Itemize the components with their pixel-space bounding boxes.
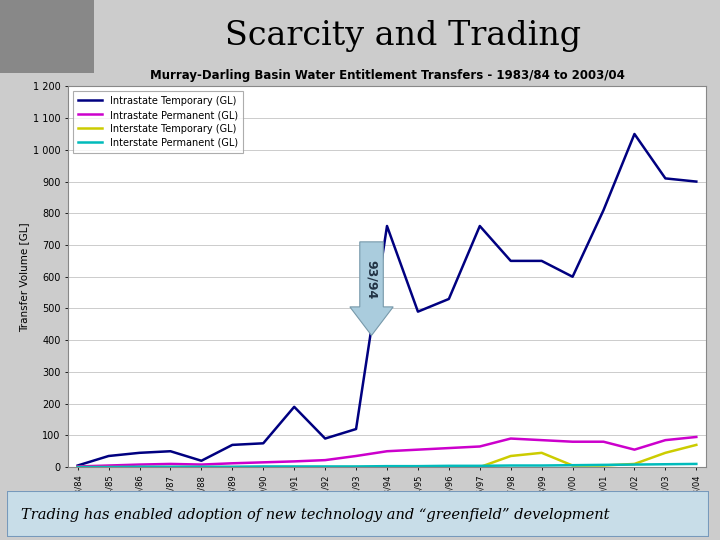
Interstate Permanent (GL) bbox=[661, 461, 670, 468]
Intrastate Temporary (GL) bbox=[197, 457, 206, 464]
Intrastate Temporary (GL) bbox=[630, 131, 639, 137]
Intrastate Temporary (GL) bbox=[73, 462, 82, 469]
Legend: Intrastate Temporary (GL), Intrastate Permanent (GL), Interstate Temporary (GL),: Intrastate Temporary (GL), Intrastate Pe… bbox=[73, 91, 243, 153]
Interstate Temporary (GL) bbox=[692, 442, 701, 448]
Interstate Temporary (GL) bbox=[166, 464, 175, 470]
Intrastate Permanent (GL) bbox=[599, 438, 608, 445]
Interstate Permanent (GL) bbox=[228, 463, 237, 470]
Intrastate Temporary (GL) bbox=[506, 258, 515, 264]
Text: Trading has enabled adoption of new technology and “greenfield” development: Trading has enabled adoption of new tech… bbox=[22, 508, 610, 522]
Interstate Permanent (GL) bbox=[259, 463, 268, 470]
Intrastate Permanent (GL) bbox=[104, 462, 113, 469]
Interstate Permanent (GL) bbox=[104, 464, 113, 470]
Interstate Temporary (GL) bbox=[228, 464, 237, 470]
Interstate Permanent (GL) bbox=[197, 463, 206, 470]
Interstate Temporary (GL) bbox=[73, 464, 82, 470]
Interstate Permanent (GL) bbox=[444, 463, 453, 469]
Interstate Permanent (GL) bbox=[321, 463, 330, 470]
Intrastate Permanent (GL) bbox=[259, 459, 268, 465]
Intrastate Temporary (GL) bbox=[259, 440, 268, 447]
Interstate Permanent (GL) bbox=[166, 463, 175, 470]
Intrastate Permanent (GL) bbox=[444, 445, 453, 451]
Interstate Temporary (GL) bbox=[568, 462, 577, 469]
FancyBboxPatch shape bbox=[7, 491, 709, 537]
Intrastate Temporary (GL) bbox=[228, 442, 237, 448]
Intrastate Temporary (GL) bbox=[599, 207, 608, 213]
Interstate Temporary (GL) bbox=[630, 461, 639, 467]
FancyArrow shape bbox=[350, 242, 393, 335]
Interstate Temporary (GL) bbox=[506, 453, 515, 459]
Intrastate Temporary (GL) bbox=[568, 273, 577, 280]
Y-axis label: Transfer Volume [GL]: Transfer Volume [GL] bbox=[19, 222, 29, 332]
Interstate Temporary (GL) bbox=[599, 462, 608, 469]
Intrastate Permanent (GL) bbox=[661, 437, 670, 443]
Intrastate Temporary (GL) bbox=[135, 450, 144, 456]
Interstate Permanent (GL) bbox=[135, 463, 144, 470]
Intrastate Temporary (GL) bbox=[661, 175, 670, 181]
Interstate Permanent (GL) bbox=[630, 461, 639, 468]
Interstate Permanent (GL) bbox=[73, 464, 82, 470]
Interstate Permanent (GL) bbox=[692, 461, 701, 467]
Interstate Temporary (GL) bbox=[197, 464, 206, 470]
Interstate Permanent (GL) bbox=[599, 462, 608, 468]
Text: Scarcity and Trading: Scarcity and Trading bbox=[225, 21, 581, 52]
Title: Murray-Darling Basin Water Entitlement Transfers - 1983/84 to 2003/04: Murray-Darling Basin Water Entitlement T… bbox=[150, 70, 624, 83]
Interstate Permanent (GL) bbox=[290, 463, 299, 470]
Line: Intrastate Temporary (GL): Intrastate Temporary (GL) bbox=[78, 134, 696, 465]
Intrastate Permanent (GL) bbox=[506, 435, 515, 442]
Intrastate Permanent (GL) bbox=[352, 453, 361, 459]
Intrastate Permanent (GL) bbox=[630, 447, 639, 453]
Interstate Temporary (GL) bbox=[444, 464, 453, 470]
Interstate Temporary (GL) bbox=[537, 450, 546, 456]
Interstate Permanent (GL) bbox=[475, 463, 484, 469]
Intrastate Permanent (GL) bbox=[568, 438, 577, 445]
Interstate Temporary (GL) bbox=[383, 464, 392, 470]
Intrastate Temporary (GL) bbox=[290, 403, 299, 410]
Interstate Temporary (GL) bbox=[661, 450, 670, 456]
Interstate Permanent (GL) bbox=[537, 462, 546, 469]
Intrastate Temporary (GL) bbox=[413, 308, 422, 315]
Intrastate Temporary (GL) bbox=[321, 435, 330, 442]
Intrastate Temporary (GL) bbox=[537, 258, 546, 264]
Intrastate Temporary (GL) bbox=[475, 222, 484, 229]
Intrastate Permanent (GL) bbox=[475, 443, 484, 450]
Intrastate Permanent (GL) bbox=[290, 458, 299, 464]
Line: Interstate Permanent (GL): Interstate Permanent (GL) bbox=[78, 464, 696, 467]
Interstate Temporary (GL) bbox=[413, 464, 422, 470]
Intrastate Permanent (GL) bbox=[73, 463, 82, 470]
Interstate Temporary (GL) bbox=[135, 464, 144, 470]
Intrastate Temporary (GL) bbox=[383, 222, 392, 229]
Intrastate Permanent (GL) bbox=[383, 448, 392, 455]
Interstate Permanent (GL) bbox=[568, 462, 577, 468]
Interstate Temporary (GL) bbox=[259, 464, 268, 470]
Interstate Permanent (GL) bbox=[413, 463, 422, 469]
Line: Intrastate Permanent (GL): Intrastate Permanent (GL) bbox=[78, 437, 696, 467]
Intrastate Permanent (GL) bbox=[166, 461, 175, 467]
Intrastate Temporary (GL) bbox=[104, 453, 113, 459]
Intrastate Temporary (GL) bbox=[166, 448, 175, 455]
Bar bbox=[0, 0, 94, 73]
Interstate Permanent (GL) bbox=[352, 463, 361, 470]
Interstate Temporary (GL) bbox=[352, 464, 361, 470]
Interstate Temporary (GL) bbox=[104, 464, 113, 470]
Intrastate Permanent (GL) bbox=[692, 434, 701, 440]
Intrastate Permanent (GL) bbox=[413, 447, 422, 453]
Intrastate Permanent (GL) bbox=[537, 437, 546, 443]
Interstate Temporary (GL) bbox=[475, 464, 484, 470]
Interstate Temporary (GL) bbox=[321, 464, 330, 470]
Interstate Permanent (GL) bbox=[383, 463, 392, 469]
Intrastate Permanent (GL) bbox=[228, 460, 237, 467]
Intrastate Permanent (GL) bbox=[197, 461, 206, 468]
Intrastate Permanent (GL) bbox=[135, 461, 144, 468]
Intrastate Permanent (GL) bbox=[321, 457, 330, 463]
Line: Interstate Temporary (GL): Interstate Temporary (GL) bbox=[78, 445, 696, 467]
Intrastate Temporary (GL) bbox=[444, 296, 453, 302]
Intrastate Temporary (GL) bbox=[692, 178, 701, 185]
Text: 93/94: 93/94 bbox=[365, 260, 378, 299]
Intrastate Temporary (GL) bbox=[352, 426, 361, 432]
Interstate Temporary (GL) bbox=[290, 464, 299, 470]
Interstate Permanent (GL) bbox=[506, 462, 515, 469]
